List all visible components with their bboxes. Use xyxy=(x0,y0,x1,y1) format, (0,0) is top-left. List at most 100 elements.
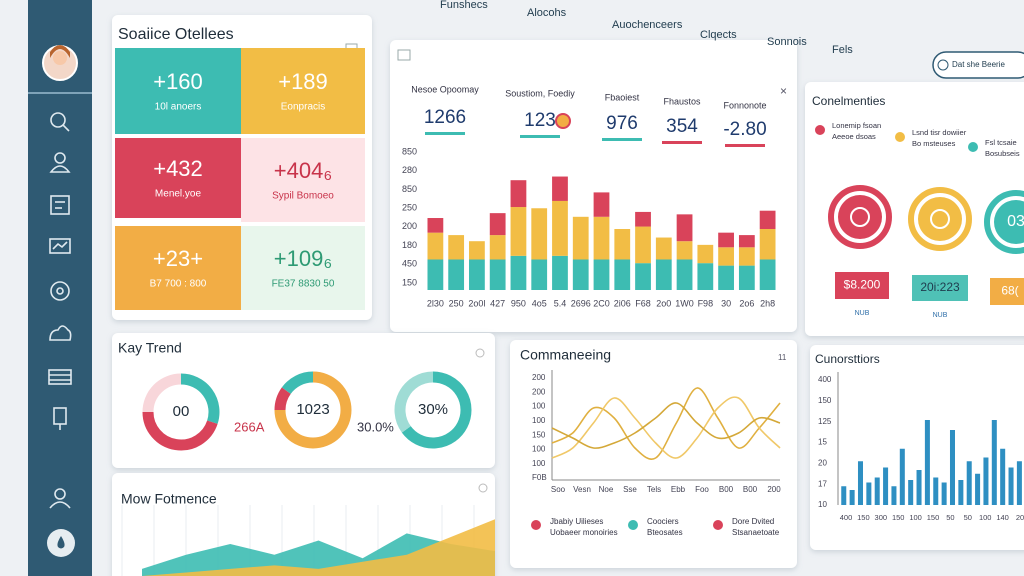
x-tick-label: Ebb xyxy=(671,485,686,494)
bar xyxy=(966,461,972,505)
panel-settings-icon[interactable] xyxy=(475,348,485,358)
search-icon[interactable] xyxy=(50,112,70,132)
y-axis-label: 200 xyxy=(532,373,546,382)
metric-value: 123 xyxy=(524,110,556,131)
bar-segment xyxy=(531,259,548,290)
lines-panel xyxy=(510,340,797,568)
badge: 11 xyxy=(778,353,787,362)
bar-segment xyxy=(676,214,693,242)
donut-segment xyxy=(180,373,220,424)
panel-settings-icon[interactable] xyxy=(478,483,488,493)
bar xyxy=(924,420,930,505)
bar-segment xyxy=(572,216,589,260)
bar-segment xyxy=(614,259,631,290)
x-tick-label: F98 xyxy=(698,298,714,308)
nav-tab[interactable]: Funshecs xyxy=(440,0,488,11)
legend-text: Lonemip fsoan xyxy=(832,121,881,130)
stat-tile[interactable] xyxy=(115,48,241,134)
stat-tile[interactable] xyxy=(241,48,365,134)
stat-tile[interactable] xyxy=(241,138,365,222)
legend-dot xyxy=(713,520,723,530)
stat-tile[interactable] xyxy=(115,226,241,310)
stat-value: +404₆ xyxy=(274,158,332,183)
metric-label: Fhaustos xyxy=(663,96,701,106)
line-series xyxy=(551,402,781,449)
y-axis-label: 100 xyxy=(532,402,546,411)
donut-segment xyxy=(401,371,472,449)
legend-text: Fsl tcsaie xyxy=(985,138,1017,147)
donut-segment xyxy=(142,373,182,413)
donut-center: 1023 xyxy=(296,401,329,418)
box-value: $8.200 xyxy=(844,278,881,292)
x-tick-label: 2o0l xyxy=(468,298,485,308)
ring-icon xyxy=(930,209,950,229)
y-axis-label: 200 xyxy=(402,221,417,231)
stat-tile[interactable] xyxy=(115,138,241,218)
y-axis-label: 150 xyxy=(818,396,832,405)
x-tick-label: F68 xyxy=(635,298,651,308)
value-box xyxy=(990,278,1024,305)
stat-tile[interactable] xyxy=(241,226,365,310)
user-icon[interactable] xyxy=(49,152,71,173)
settings-icon[interactable] xyxy=(50,281,70,301)
cloud-icon[interactable] xyxy=(49,325,72,341)
x-tick-label: 300 xyxy=(875,513,888,522)
nav-tab[interactable]: Alocohs xyxy=(527,7,567,19)
legend-text: Bteosates xyxy=(647,528,683,537)
y-axis-label: 100 xyxy=(532,416,546,425)
bar-segment xyxy=(552,255,568,290)
nav-tab[interactable]: Sonnois xyxy=(767,36,807,48)
y-axis-label: 150 xyxy=(402,277,417,287)
legend-dot xyxy=(815,125,825,135)
y-axis-label: 15 xyxy=(818,438,827,447)
panel-title: Kay Trend xyxy=(118,340,182,356)
bar-segment xyxy=(738,247,755,266)
close-button[interactable]: × xyxy=(780,84,787,98)
metric-label: Fbaoiest xyxy=(605,92,640,102)
chart-icon[interactable] xyxy=(49,238,71,254)
bar xyxy=(1008,467,1014,505)
stat-value: +109₆ xyxy=(274,246,332,271)
bar-segment xyxy=(676,241,693,260)
y-axis-label: 400 xyxy=(818,375,832,384)
x-tick-label: 50 xyxy=(946,513,954,522)
x-tick-label: Vesn xyxy=(573,485,591,494)
doc-icon[interactable] xyxy=(50,195,70,215)
list-icon[interactable] xyxy=(48,369,72,385)
bar-segment xyxy=(469,259,485,290)
bar xyxy=(1000,448,1006,505)
avatar-face xyxy=(53,51,67,65)
bar-segment xyxy=(510,255,527,290)
profile-icon[interactable] xyxy=(49,488,71,509)
x-tick-label: Tels xyxy=(647,485,661,494)
nav-tab[interactable]: Auochenceers xyxy=(612,19,683,31)
stat-value: +189 xyxy=(278,69,328,94)
bar-segment xyxy=(448,259,465,290)
nav-tab[interactable]: Clqects xyxy=(700,29,737,41)
metric-value: 1266 xyxy=(424,107,466,128)
x-tick-label: Foo xyxy=(695,485,709,494)
legend-text: Uobaeer monoiries xyxy=(550,528,618,537)
ring-icon xyxy=(850,207,870,227)
nav-tab[interactable]: Fels xyxy=(832,44,853,56)
panel-home-icon[interactable] xyxy=(397,49,411,61)
metric-value: -2.80 xyxy=(723,119,766,140)
stat-label: Eonpracis xyxy=(281,102,325,113)
top-button-label[interactable]: Dat she Beerie xyxy=(952,60,1005,69)
donut-segment xyxy=(281,371,314,395)
device-icon[interactable] xyxy=(53,407,67,430)
top-button[interactable] xyxy=(932,51,1024,79)
x-tick-label: 150 xyxy=(857,513,870,522)
panel-title: Commaneeing xyxy=(520,347,611,363)
ring-inner xyxy=(994,200,1024,244)
bar-segment xyxy=(718,265,734,290)
bar-segment xyxy=(738,235,755,248)
x-tick-label: 100 xyxy=(979,513,992,522)
legend-text: Aeeoe dsoas xyxy=(832,132,876,141)
bar-segment xyxy=(448,235,465,260)
x-tick-label: 2o6 xyxy=(739,298,754,308)
bar-segment xyxy=(531,208,548,260)
bar-segment xyxy=(759,210,776,229)
x-tick-label: 30 xyxy=(721,298,731,308)
